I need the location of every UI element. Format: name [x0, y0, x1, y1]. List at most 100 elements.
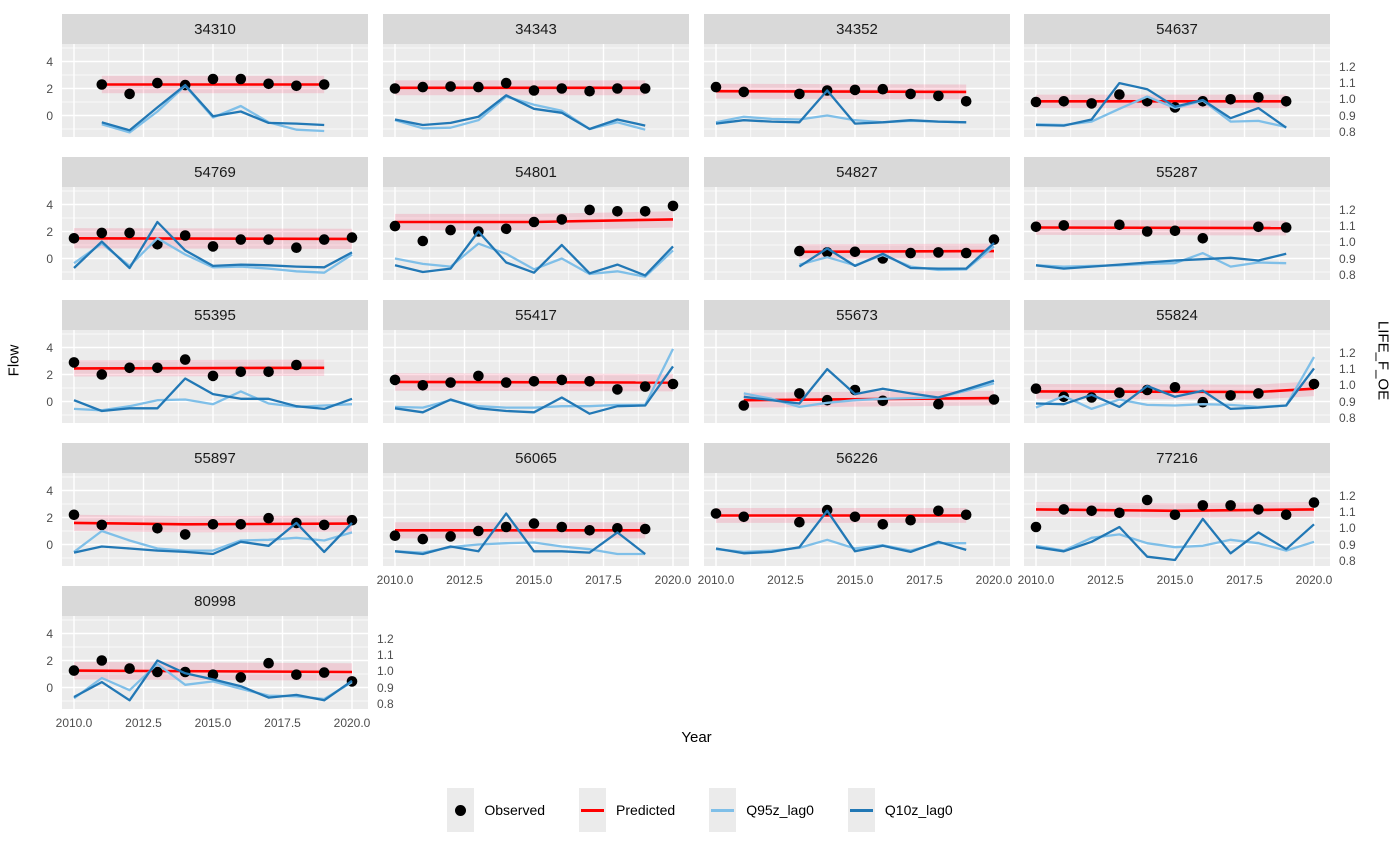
y-left-tick-label: 2 [46, 81, 53, 96]
observed-point [1197, 396, 1209, 408]
observed-point [263, 366, 274, 378]
q95-line [394, 95, 646, 131]
x-tick-label: 2015.0 [515, 573, 553, 587]
y-right-tick-mark [1330, 352, 1335, 354]
facet-strip-77216: 77216 [1024, 443, 1330, 473]
y-right-tick-mark [1330, 131, 1335, 133]
observed-point [500, 223, 512, 235]
predicted-line [1035, 226, 1287, 230]
observed-point [473, 81, 484, 93]
legend-key [847, 788, 875, 832]
y-right-tick-mark [1330, 401, 1335, 403]
observed-point [96, 369, 108, 380]
y-right-tick-label: 1.0 [1339, 378, 1356, 393]
observed-points [389, 518, 651, 545]
observed-point [68, 357, 80, 368]
observed-point [960, 96, 972, 107]
observed-point [528, 518, 540, 529]
x-tick-label: 2010.0 [55, 716, 93, 730]
observed-points [738, 384, 1000, 411]
q10-line [73, 659, 353, 702]
y-right-tick-label: 1.0 [1339, 92, 1356, 107]
legend-line-swatch [581, 808, 605, 812]
y-right-tick-label: 0.8 [1339, 267, 1356, 282]
x-tick-mark [394, 566, 396, 571]
q10-line [73, 377, 353, 413]
facet-strip-56065: 56065 [383, 443, 689, 473]
observed-point [318, 519, 330, 531]
y-right-tick-label: 0.9 [1339, 537, 1356, 552]
observed-point [933, 398, 944, 410]
observed-point [500, 77, 512, 89]
x-tick-mark [464, 566, 466, 571]
x-tick-mark [924, 566, 926, 571]
observed-point [1030, 96, 1042, 108]
observed-point [1280, 96, 1292, 107]
observed-point [1197, 233, 1209, 244]
observed-point [417, 533, 429, 545]
observed-point [207, 73, 219, 85]
facet-strip-80998: 80998 [62, 586, 368, 616]
observed-point [584, 85, 595, 97]
x-tick-label: 2012.5 [1087, 573, 1124, 587]
observed-point [960, 247, 972, 259]
observed-points [1030, 494, 1320, 533]
x-tick-mark [672, 566, 674, 571]
q10-line [394, 512, 646, 556]
q95-line [73, 529, 353, 553]
observed-point [263, 78, 274, 90]
q10-line [73, 220, 353, 270]
y-right-tick-label: 1.1 [1339, 219, 1356, 234]
y-left-tick-label: 0 [46, 537, 53, 552]
observed-point [1169, 225, 1181, 237]
observed-point [794, 245, 805, 257]
observed-point [1030, 521, 1042, 533]
y-right-tick-mark [1330, 511, 1335, 513]
x-tick-mark [785, 566, 787, 571]
observed-points [1030, 219, 1292, 244]
y-left-tick-mark [57, 517, 62, 519]
observed-point [528, 376, 540, 387]
y-right-tick-mark [1330, 544, 1335, 546]
observed-point [528, 85, 540, 96]
observed-point [179, 354, 191, 365]
facet-panel-80998 [62, 616, 368, 709]
observed-point [500, 521, 512, 533]
facet-panel-54827 [704, 187, 1010, 280]
y-left-tick-mark [57, 258, 62, 260]
y-left-tick-mark [57, 660, 62, 662]
facet-strip-34352: 34352 [704, 14, 1010, 44]
y-right-tick-label: 0.9 [1339, 394, 1356, 409]
observed-point [1086, 98, 1097, 109]
observed-point [235, 366, 247, 378]
y-right-tick-label: 1.2 [1339, 345, 1356, 360]
y-left-tick-label: 2 [46, 224, 53, 239]
observed-point [445, 81, 456, 92]
x-tick-mark [282, 709, 284, 714]
observed-point [1253, 388, 1264, 399]
facet-strip-54801: 54801 [383, 157, 689, 187]
y-right-tick-label: 1.0 [1339, 521, 1356, 536]
legend-key [447, 788, 475, 832]
x-tick-mark [1105, 566, 1107, 571]
facet-strip-34310: 34310 [62, 14, 368, 44]
observed-point [291, 669, 302, 680]
legend-key [579, 788, 607, 832]
x-tick-label: 2012.5 [767, 573, 804, 587]
observed-point [584, 376, 595, 387]
observed-point [794, 516, 805, 528]
x-tick-mark [212, 709, 214, 714]
observed-point [794, 388, 805, 399]
predicted-line [73, 366, 325, 370]
x-tick-label: 2017.5 [1226, 573, 1263, 587]
facet-strip-54769: 54769 [62, 157, 368, 187]
observed-point [291, 80, 302, 92]
observed-point [445, 224, 456, 236]
facet-panel-56226 [704, 473, 1010, 566]
y-right-tick-mark [1330, 66, 1335, 68]
observed-point [1141, 226, 1153, 237]
x-tick-mark [1313, 566, 1315, 571]
q95-line [1035, 533, 1315, 552]
observed-points [68, 655, 358, 687]
q10-line [1035, 367, 1315, 411]
